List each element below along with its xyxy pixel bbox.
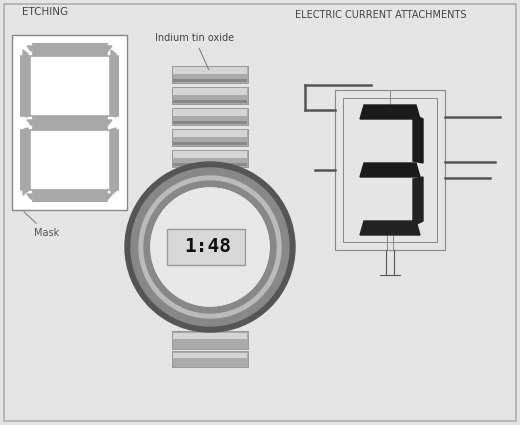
Bar (20, 43, 119, 202)
Circle shape (151, 188, 269, 306)
Bar (173, 109, 247, 116)
Polygon shape (27, 120, 112, 125)
Polygon shape (20, 43, 31, 54)
Text: ELECTRIC CURRENT ATTACHMENTS: ELECTRIC CURRENT ATTACHMENTS (295, 10, 466, 20)
Text: 1:48: 1:48 (185, 236, 231, 255)
Bar (173, 121, 247, 124)
Bar (172, 129, 248, 146)
Polygon shape (111, 128, 116, 195)
Polygon shape (360, 221, 420, 235)
Bar (173, 353, 247, 358)
Polygon shape (23, 128, 28, 195)
Polygon shape (27, 46, 112, 51)
Polygon shape (31, 57, 108, 114)
Bar (167, 229, 245, 265)
Circle shape (151, 188, 269, 306)
Bar (335, 90, 445, 250)
Bar (12, 35, 127, 210)
Polygon shape (108, 191, 119, 202)
Circle shape (131, 168, 289, 326)
Polygon shape (27, 194, 112, 199)
Polygon shape (20, 117, 31, 128)
Polygon shape (413, 177, 423, 226)
Circle shape (139, 176, 281, 318)
Bar (172, 108, 248, 125)
Bar (173, 79, 247, 82)
Bar (173, 88, 247, 95)
Bar (173, 151, 247, 158)
Bar (172, 351, 248, 367)
Polygon shape (111, 50, 116, 117)
Polygon shape (31, 131, 108, 188)
Bar (173, 142, 247, 145)
Polygon shape (360, 163, 420, 177)
Bar (172, 87, 248, 104)
Bar (172, 66, 248, 83)
Polygon shape (360, 105, 420, 119)
Bar (172, 150, 248, 167)
Polygon shape (20, 191, 31, 202)
Text: ETCHING: ETCHING (22, 7, 68, 17)
Circle shape (125, 162, 295, 332)
Bar (173, 163, 247, 166)
Polygon shape (108, 43, 119, 54)
Text: Mask: Mask (24, 212, 59, 238)
Circle shape (144, 181, 276, 313)
Bar (173, 67, 247, 74)
Bar (173, 130, 247, 137)
Bar (173, 333, 247, 339)
Bar (173, 99, 247, 103)
Polygon shape (108, 117, 119, 128)
Polygon shape (413, 114, 423, 163)
Polygon shape (23, 50, 28, 117)
Text: Indium tin oxide: Indium tin oxide (155, 33, 234, 70)
Bar (343, 98, 437, 242)
Bar (172, 331, 248, 349)
